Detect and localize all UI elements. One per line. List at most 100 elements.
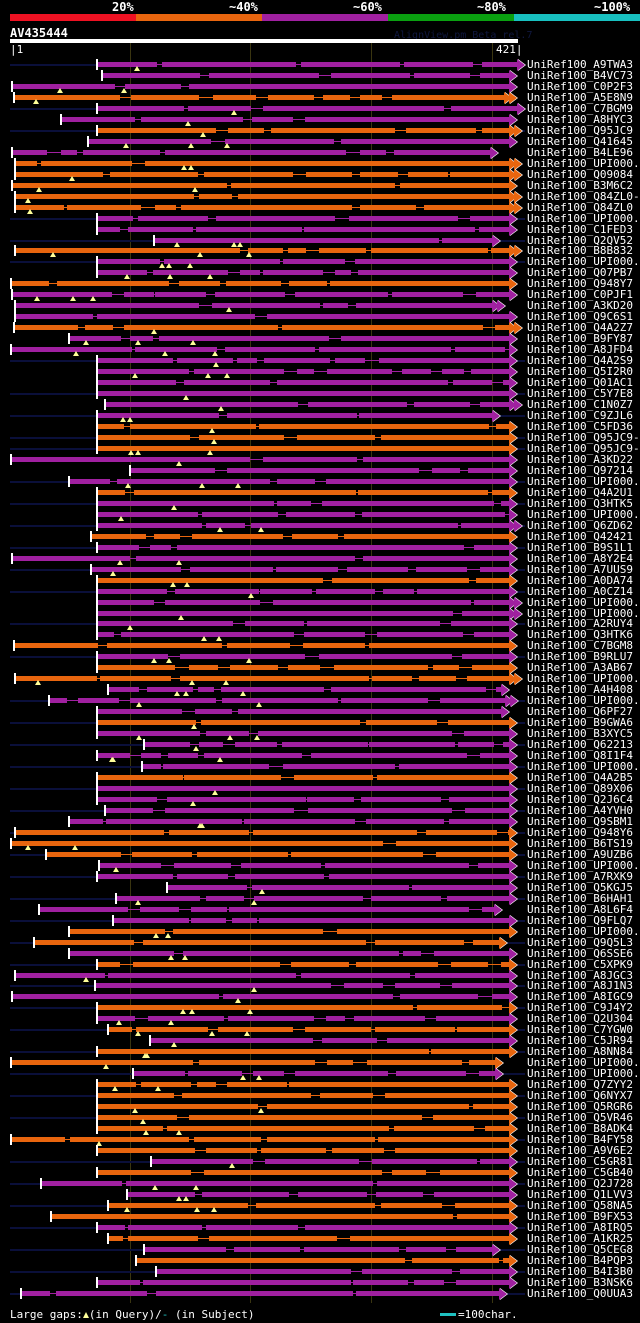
alignment-row[interactable]: UniRef100_Q89X06 bbox=[0, 782, 640, 796]
alignment-row[interactable]: UniRef100_Q07PB7 bbox=[0, 266, 640, 280]
subject-label[interactable]: UniRef100_Q95JC9-3 bbox=[527, 441, 640, 455]
subject-label[interactable]: UniRef100_A9UZB6 bbox=[527, 847, 633, 861]
alignment-row[interactable]: UniRef100_C5GB40 bbox=[0, 1165, 640, 1179]
subject-label[interactable]: UniRef100_C5XPK9 bbox=[527, 957, 633, 971]
alignment-row[interactable]: UniRef100_Q95JC9-3 bbox=[0, 441, 640, 455]
subject-label[interactable]: UniRef100_Q2J728 bbox=[527, 1176, 633, 1190]
alignment-row[interactable]: UniRef100_Q5I2R0 bbox=[0, 365, 640, 379]
alignment-row[interactable]: UniRef100_A8IGC9 bbox=[0, 990, 640, 1004]
alignment-row[interactable]: UniRef100_B9FX53 bbox=[0, 1210, 640, 1223]
subject-label[interactable]: UniRef100_B4LE96 bbox=[527, 145, 633, 159]
subject-label[interactable]: UniRef100_A8JFD4 bbox=[527, 343, 633, 357]
alignment-row[interactable]: UniRef100_B9RLU7 bbox=[0, 650, 640, 664]
alignment-row[interactable]: UniRef100_Q2J6C4 bbox=[0, 792, 640, 806]
alignment-row[interactable]: UniRef100_Q4A2Z7 bbox=[0, 321, 640, 335]
alignment-row[interactable]: UniRef100_UPI000.. bbox=[0, 925, 640, 938]
subject-label[interactable]: UniRef100_Q5RGR6 bbox=[527, 1100, 633, 1114]
subject-label[interactable]: UniRef100_UPI000.. bbox=[527, 211, 640, 225]
subject-label[interactable]: UniRef100_UPI000.. bbox=[527, 255, 640, 269]
alignment-row[interactable]: UniRef100_A7UUS9 bbox=[0, 562, 640, 576]
alignment-row[interactable]: UniRef100_B3M6C2 bbox=[0, 178, 640, 192]
alignment-row[interactable]: UniRef100_A8JGC3 bbox=[0, 968, 640, 982]
alignment-row[interactable]: UniRef100_C9ZJL6 bbox=[0, 409, 640, 423]
subject-label[interactable]: UniRef100_Q9FLQ7 bbox=[527, 913, 633, 927]
alignment-row[interactable]: UniRef100_Q9Q5L3 bbox=[0, 936, 640, 949]
subject-label[interactable]: UniRef100_A8Y2E4 bbox=[527, 551, 633, 565]
subject-label[interactable]: UniRef100_Q9C6S1 bbox=[527, 310, 633, 324]
subject-label[interactable]: UniRef100_A2RUY4 bbox=[527, 617, 633, 631]
subject-label[interactable]: UniRef100_B9GWA6 bbox=[527, 716, 633, 730]
alignment-row[interactable]: UniRef100_A8L6F4 bbox=[0, 902, 640, 916]
alignment-row[interactable]: UniRef100_UPI000.. bbox=[0, 508, 640, 521]
alignment-row[interactable]: UniRef100_Q8I1F4 bbox=[0, 749, 640, 763]
subject-label[interactable]: UniRef100_Q95JC9 bbox=[527, 123, 633, 137]
alignment-row[interactable]: UniRef100_A8HYC3 bbox=[0, 113, 640, 126]
subject-label[interactable]: UniRef100_A8L6F4 bbox=[527, 902, 633, 916]
alignment-row[interactable]: UniRef100_Q41645 bbox=[0, 135, 640, 148]
subject-label[interactable]: UniRef100_A8J1N3 bbox=[527, 979, 633, 993]
alignment-row[interactable]: UniRef100_UPI000.. bbox=[0, 694, 640, 708]
subject-label[interactable]: UniRef100_B4PQP3 bbox=[527, 1253, 633, 1267]
subject-label[interactable]: UniRef100_C7BGM9 bbox=[527, 101, 633, 115]
subject-label[interactable]: UniRef100_UPI000.. bbox=[527, 156, 640, 170]
alignment-row[interactable]: UniRef100_A9V6E2 bbox=[0, 1144, 640, 1158]
alignment-row[interactable]: UniRef100_C1FED3 bbox=[0, 223, 640, 236]
subject-label[interactable]: UniRef100_Q2J6C4 bbox=[527, 792, 633, 806]
subject-label[interactable]: UniRef100_Q89X06 bbox=[527, 782, 633, 796]
subject-label[interactable]: UniRef100_Q5CEG8 bbox=[527, 1242, 633, 1256]
subject-label[interactable]: UniRef100_Q948Y6 bbox=[527, 825, 633, 839]
alignment-row[interactable]: UniRef100_B4LE96 bbox=[0, 145, 640, 159]
subject-label[interactable]: UniRef100_A8IGC9 bbox=[527, 990, 633, 1004]
alignment-row[interactable]: UniRef100_B3XYC5 bbox=[0, 727, 640, 741]
alignment-row[interactable]: UniRef100_A0DA74 bbox=[0, 574, 640, 587]
subject-label[interactable]: UniRef100_Q6SSE6 bbox=[527, 946, 633, 960]
alignment-row[interactable]: UniRef100_UPI000.. bbox=[0, 255, 640, 269]
alignment-row[interactable]: UniRef100_A8JFD4 bbox=[0, 343, 640, 357]
subject-label[interactable]: UniRef100_B3NSK6 bbox=[527, 1275, 633, 1289]
subject-label[interactable]: UniRef100_A4YVH0 bbox=[527, 803, 633, 817]
subject-label[interactable]: UniRef100_C5GR81 bbox=[527, 1155, 633, 1168]
subject-label[interactable]: UniRef100_Q4A2Z7 bbox=[527, 321, 633, 335]
subject-label[interactable]: UniRef100_C0PJF1 bbox=[527, 288, 633, 302]
alignment-row[interactable]: UniRef100_Q3HTK5 bbox=[0, 497, 640, 510]
subject-label[interactable]: UniRef100_A4H408 bbox=[527, 683, 633, 697]
subject-label[interactable]: UniRef100_Q6ZD62 bbox=[527, 518, 633, 532]
alignment-row[interactable]: UniRef100_Q9FLQ7 bbox=[0, 913, 640, 927]
subject-label[interactable]: UniRef100_UPI000.. bbox=[527, 1067, 640, 1081]
alignment-row[interactable]: UniRef100_C5Y7E8 bbox=[0, 387, 640, 401]
alignment-row[interactable]: UniRef100_Q4A2S9 bbox=[0, 354, 640, 368]
subject-label[interactable]: UniRef100_C9ZJL6 bbox=[527, 409, 633, 423]
subject-label[interactable]: UniRef100_Q2QV52 bbox=[527, 233, 633, 247]
subject-label[interactable]: UniRef100_A7UUS9 bbox=[527, 562, 633, 576]
alignment-row[interactable]: UniRef100_Q2J728 bbox=[0, 1176, 640, 1190]
alignment-row[interactable]: UniRef100_Q0UUA3 bbox=[0, 1287, 640, 1300]
subject-label[interactable]: UniRef100_C9J4Y2 bbox=[527, 1001, 633, 1015]
subject-label[interactable]: UniRef100_B3M6C2 bbox=[527, 178, 633, 192]
subject-label[interactable]: UniRef100_UPI000.. bbox=[527, 474, 640, 488]
alignment-row[interactable]: UniRef100_Q95JC9 bbox=[0, 123, 640, 137]
alignment-row[interactable]: UniRef100_A9UZB6 bbox=[0, 847, 640, 861]
subject-label[interactable]: UniRef100_C5GB40 bbox=[527, 1165, 633, 1179]
alignment-row[interactable]: UniRef100_C1N0Z7 bbox=[0, 398, 640, 412]
subject-label[interactable]: UniRef100_UPI000.. bbox=[527, 595, 640, 609]
alignment-row[interactable]: UniRef100_Q6PF27 bbox=[0, 705, 640, 719]
subject-label[interactable]: UniRef100_Q3HTK6 bbox=[527, 628, 633, 642]
alignment-row[interactable]: UniRef100_A4YVH0 bbox=[0, 803, 640, 817]
alignment-row[interactable]: UniRef100_C5JR94 bbox=[0, 1034, 640, 1048]
subject-label[interactable]: UniRef100_A8IRQ5 bbox=[527, 1220, 633, 1234]
subject-label[interactable]: UniRef100_B4I3B0 bbox=[527, 1264, 633, 1278]
alignment-row[interactable]: UniRef100_Q58NA5 bbox=[0, 1199, 640, 1212]
alignment-row[interactable]: UniRef100_B9GWA6 bbox=[0, 716, 640, 730]
alignment-row[interactable]: UniRef100_Q7ZYY2 bbox=[0, 1078, 640, 1092]
subject-label[interactable]: UniRef100_A8JGC3 bbox=[527, 968, 633, 982]
subject-label[interactable]: UniRef100_Q5VR46 bbox=[527, 1111, 633, 1125]
subject-label[interactable]: UniRef100_UPI000.. bbox=[527, 760, 640, 774]
subject-label[interactable]: UniRef100_A7RXK9 bbox=[527, 869, 633, 883]
subject-label[interactable]: UniRef100_C0P2F3 bbox=[527, 79, 633, 93]
alignment-row[interactable]: UniRef100_B3NSK6 bbox=[0, 1275, 640, 1289]
subject-label[interactable]: UniRef100_A0CZ14 bbox=[527, 584, 633, 598]
alignment-row[interactable]: UniRef100_UPI000.. bbox=[0, 1056, 640, 1070]
subject-label[interactable]: UniRef100_Q09084 bbox=[527, 167, 633, 181]
alignment-row[interactable]: UniRef100_C5GR81 bbox=[0, 1155, 640, 1168]
subject-label[interactable]: UniRef100_B9S1L1 bbox=[527, 540, 633, 554]
